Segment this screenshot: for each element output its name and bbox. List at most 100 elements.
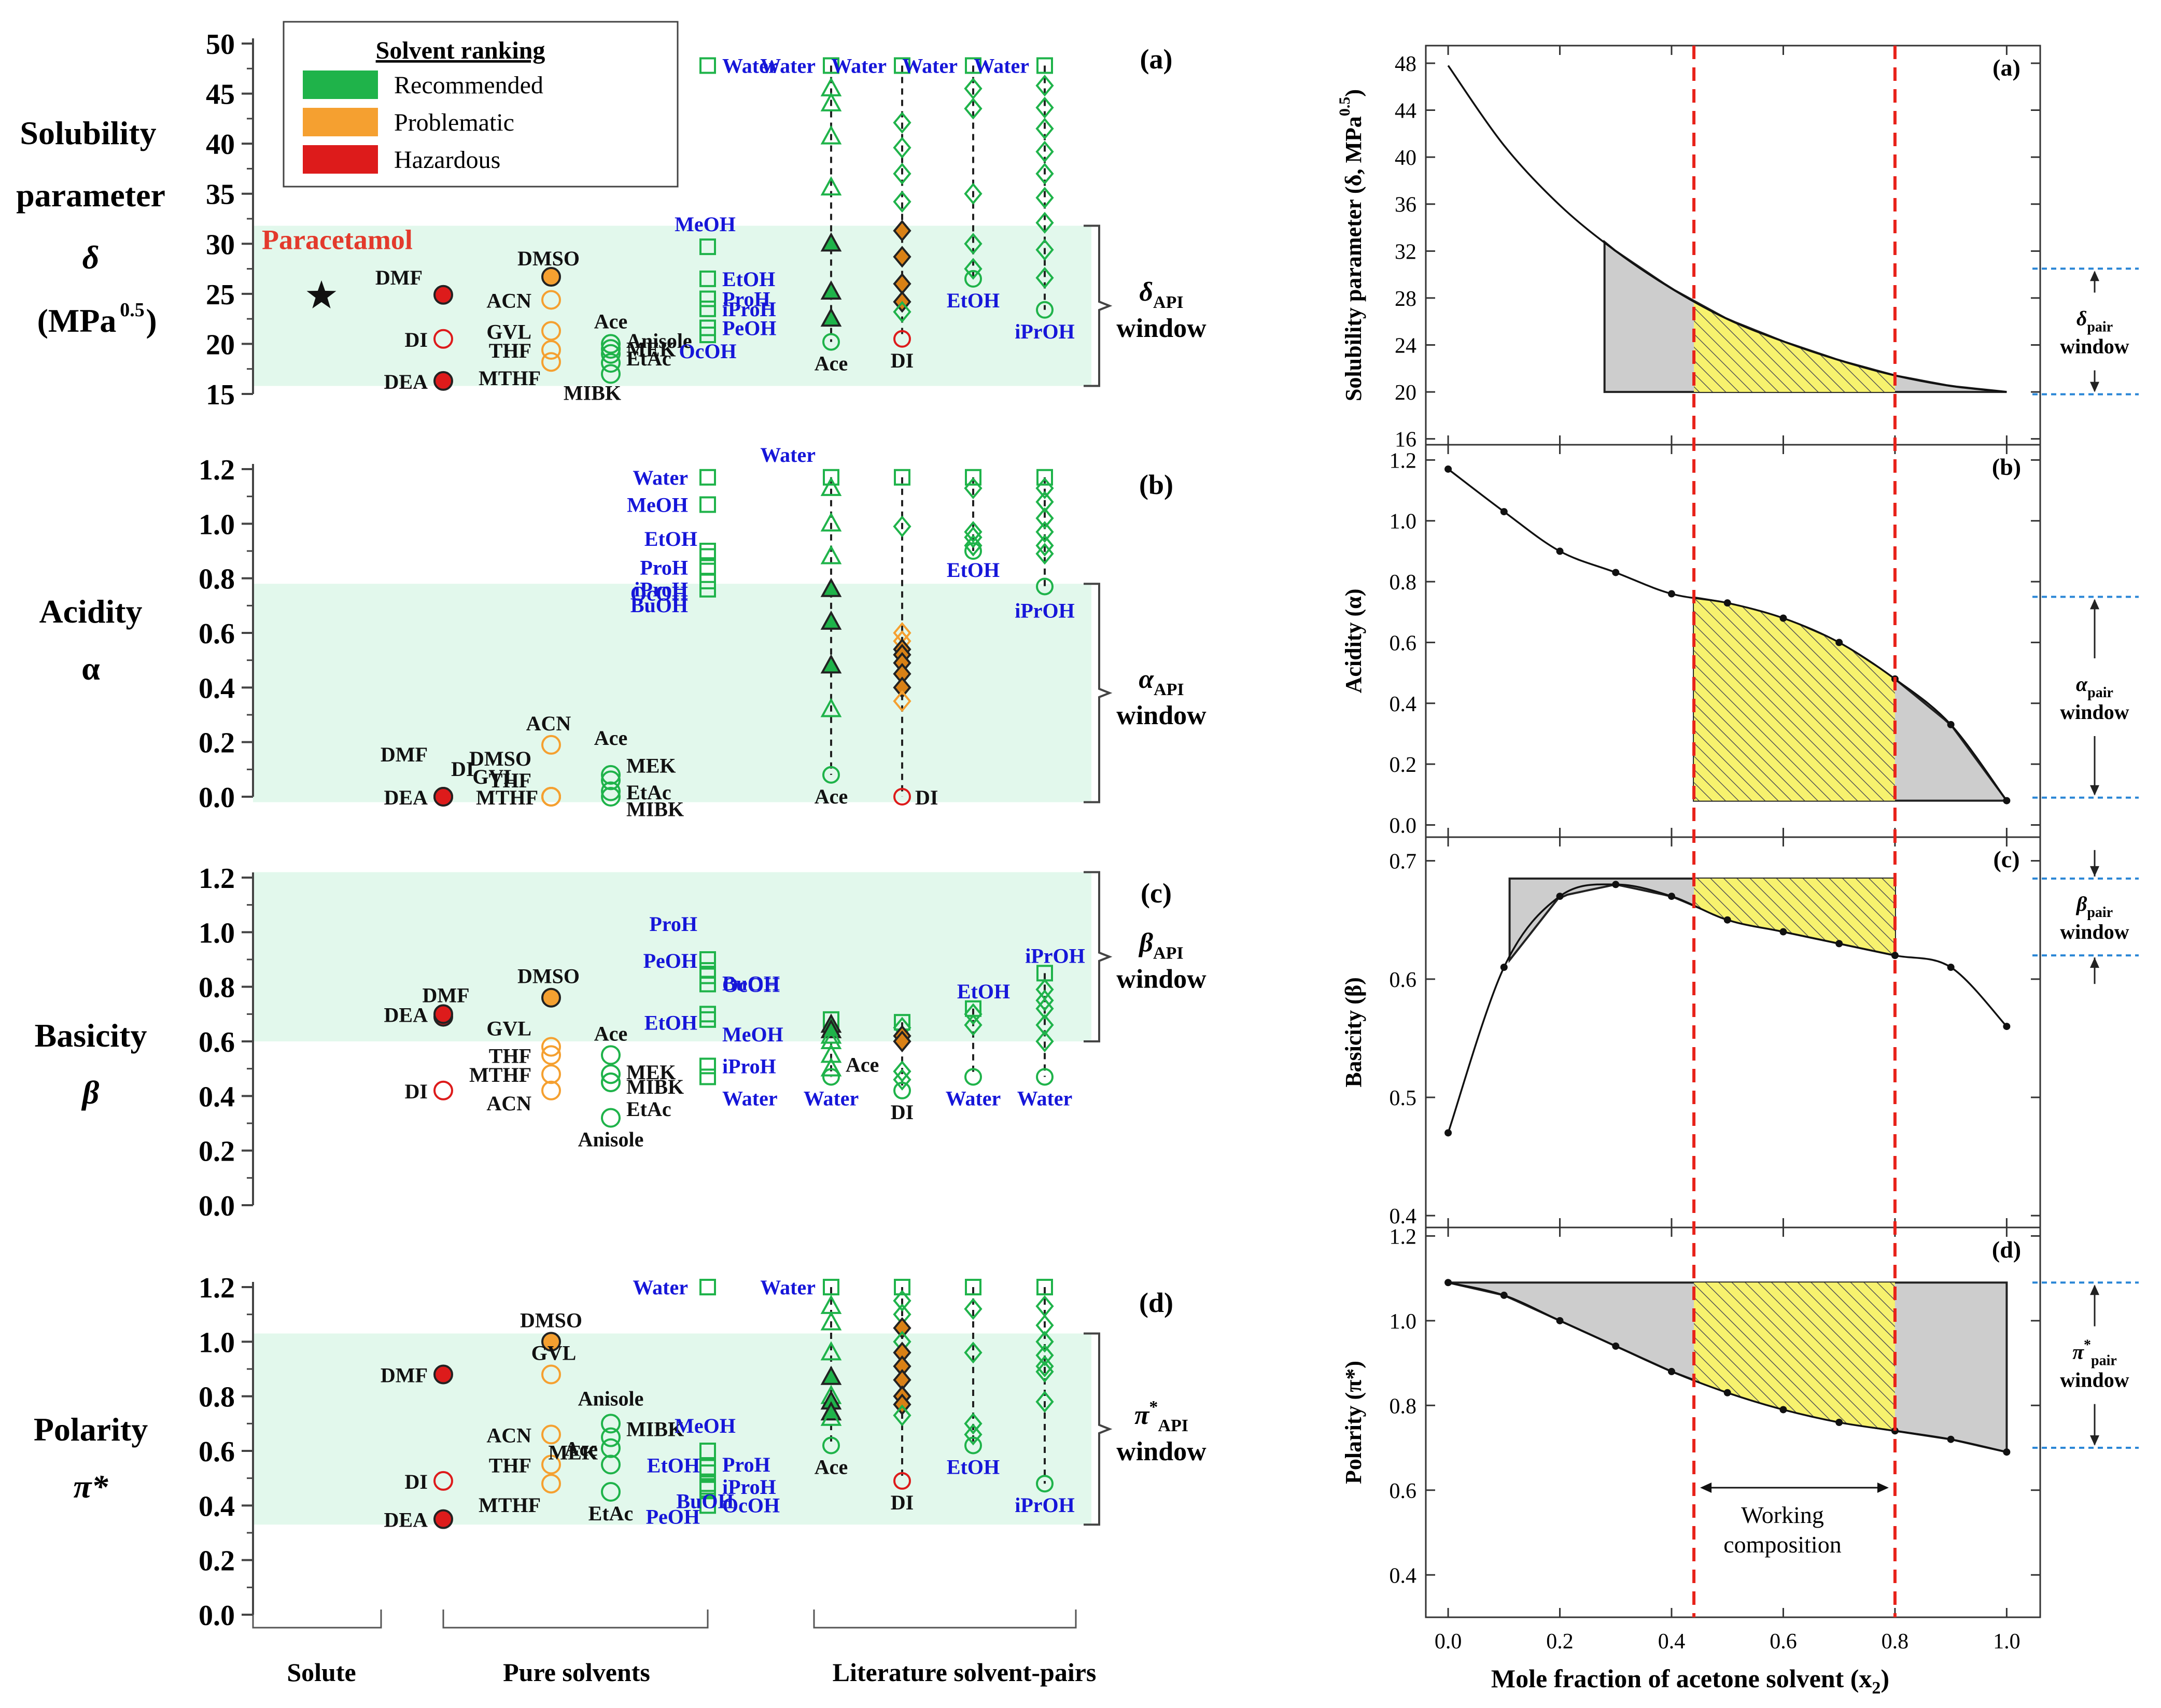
pair-point: [1035, 74, 1054, 97]
pair-point: [1036, 301, 1054, 319]
pair-point: [893, 191, 911, 213]
pure-solvent-point-mthf: [541, 1474, 561, 1494]
pair-point: [822, 333, 840, 351]
pure-solvent-point-gvl: [541, 1037, 561, 1057]
pair-top-label: Ace: [846, 1053, 879, 1076]
pair-point: [1035, 491, 1054, 513]
y-tick-label: 0.8: [199, 563, 235, 596]
pure-solvent-label-water: Water: [633, 1276, 688, 1299]
pair-point: [893, 1472, 911, 1490]
pure-solvent-label-iproh: iProH: [634, 578, 688, 601]
pair-label: EtOH: [947, 1455, 1000, 1478]
pair-point: [964, 1342, 983, 1364]
pure-solvent-point-water: [699, 469, 716, 486]
pure-solvent-label-etac: EtAc: [626, 1097, 671, 1121]
pair-point: [1035, 211, 1054, 234]
pair-point: [964, 521, 983, 543]
pure-solvent-point-water: [699, 1068, 716, 1085]
pure-solvent-point-di: [433, 1080, 453, 1100]
pure-solvent-point-gvl: [541, 1364, 561, 1385]
legend-swatch-problematic: [303, 108, 378, 136]
property-curve: [1447, 65, 2007, 393]
y-tick-label: 1.2: [199, 454, 235, 486]
pure-solvent-label-ace: Ace: [594, 1022, 627, 1045]
pure-solvent-label-mek: MEK: [548, 1441, 598, 1464]
api-window-word: window: [1116, 965, 1206, 994]
pure-solvent-label-iproh: iProH: [722, 1475, 776, 1499]
curve-point: [1668, 590, 1675, 598]
pair-point: [820, 92, 842, 111]
pure-solvent-label-mibk: MIBK: [626, 797, 684, 821]
pure-solvent-label-dea: DEA: [384, 1003, 428, 1026]
api-window-label: π*API: [1134, 1398, 1188, 1435]
pair-point: [1035, 1030, 1054, 1053]
pure-solvent-point-mek: [601, 770, 621, 791]
pure-solvent-point-mthf: [541, 1064, 561, 1084]
x-tick-label: 0.0: [1435, 1630, 1462, 1654]
curve-point: [1947, 1435, 1955, 1443]
pure-solvent-point-meoh: [699, 238, 716, 256]
pure-solvent-point-mthf: [541, 787, 561, 807]
api-window-brace: [1084, 871, 1113, 1042]
pair-point: [964, 1068, 982, 1086]
y-tick-label: 0.4: [1390, 693, 1417, 716]
pure-solvent-label-di: DI: [405, 1080, 428, 1103]
api-window-band: [253, 584, 1091, 802]
pair-point: [964, 1423, 983, 1446]
pure-solvent-label-buoh: BuOH: [722, 972, 780, 995]
pair-point: [893, 1317, 911, 1339]
y-tick-label: 40: [1395, 146, 1416, 170]
pure-solvent-label-di: DI: [405, 328, 428, 351]
pair-label: EtOH: [947, 558, 1000, 582]
y-tick-label: 0.2: [1390, 753, 1417, 777]
pair-point: [820, 1043, 842, 1063]
pair-point: [964, 1436, 982, 1455]
working-region-hatched: [1694, 597, 1895, 801]
pair-point: [820, 1057, 842, 1077]
left-panel-b: 0.0 0.2 0.4 0.6 0.8 1.0 1.2 (b) Acidity α αAPIwind…: [39, 443, 1206, 821]
pure-solvent-point-iproh: [699, 1057, 716, 1075]
pure-solvent-point-dmf: [433, 285, 453, 305]
pure-solvent-label-etac: EtAc: [626, 781, 671, 804]
pure-solvent-label-dmf: DMF: [422, 984, 469, 1007]
curve-point: [1500, 964, 1508, 971]
pure-solvent-point-dmso: [541, 987, 561, 1008]
y-tick-label: 0.0: [199, 782, 235, 814]
right-x-axis-label-end: ): [1881, 1664, 1889, 1693]
pure-solvent-point-di: [433, 1471, 453, 1491]
left-panel-a: 15 20 25 30 35 40 45 50 (a) Solubility parameter δ (…: [16, 29, 1206, 411]
x-tick-label: 1.0: [1993, 1630, 2020, 1654]
curve-point: [1779, 1406, 1787, 1414]
pure-solvent-label-dmf: DMF: [375, 266, 423, 289]
pure-solvent-point-mibk: [601, 364, 621, 384]
right-panel-b: 0.0 0.2 0.4 0.6 0.8 1.0 1.2 (b) Acidity (α) αpair…: [1341, 444, 2139, 838]
pure-solvent-point-mibk: [601, 781, 621, 801]
pair-point: [820, 176, 842, 196]
pure-solvent-label-mek: MEK: [626, 1061, 676, 1084]
curve-point: [1668, 1367, 1675, 1375]
pair-point: [1035, 118, 1054, 140]
panel-letter: (c): [1993, 846, 2019, 872]
panel-letter: (c): [1141, 878, 1172, 909]
pure-solvent-point-mthf: [541, 352, 561, 372]
pair-point: [1036, 1068, 1054, 1086]
pair-point: [822, 1068, 840, 1086]
pair-window-label: π*pair: [2072, 1337, 2117, 1369]
y-tick-label: 0.4: [199, 1081, 235, 1113]
pure-solvent-point-anisole: [601, 339, 621, 359]
pair-point: [1035, 989, 1054, 1012]
working-region-hatched: [1694, 1282, 1895, 1431]
pair-label: DI: [891, 1491, 914, 1514]
pure-solvent-point-proh: [699, 951, 716, 968]
pair-label: EtOH: [947, 289, 1000, 312]
pure-solvent-point-ace: [601, 1438, 621, 1458]
y-tick-label: 0.4: [199, 672, 235, 704]
pure-solvent-label-mek: MEK: [626, 754, 676, 777]
pair-window-word: window: [2060, 700, 2129, 724]
pure-solvent-label-etoh: EtOH: [722, 267, 775, 291]
pair-top-label: EtOH: [957, 980, 1010, 1003]
curve-point: [1612, 881, 1620, 888]
pure-solvent-point-buoh: [699, 572, 716, 589]
bracket-pure-solvents: [442, 1610, 709, 1629]
pure-solvent-label-buoh: BuOH: [676, 1489, 734, 1513]
